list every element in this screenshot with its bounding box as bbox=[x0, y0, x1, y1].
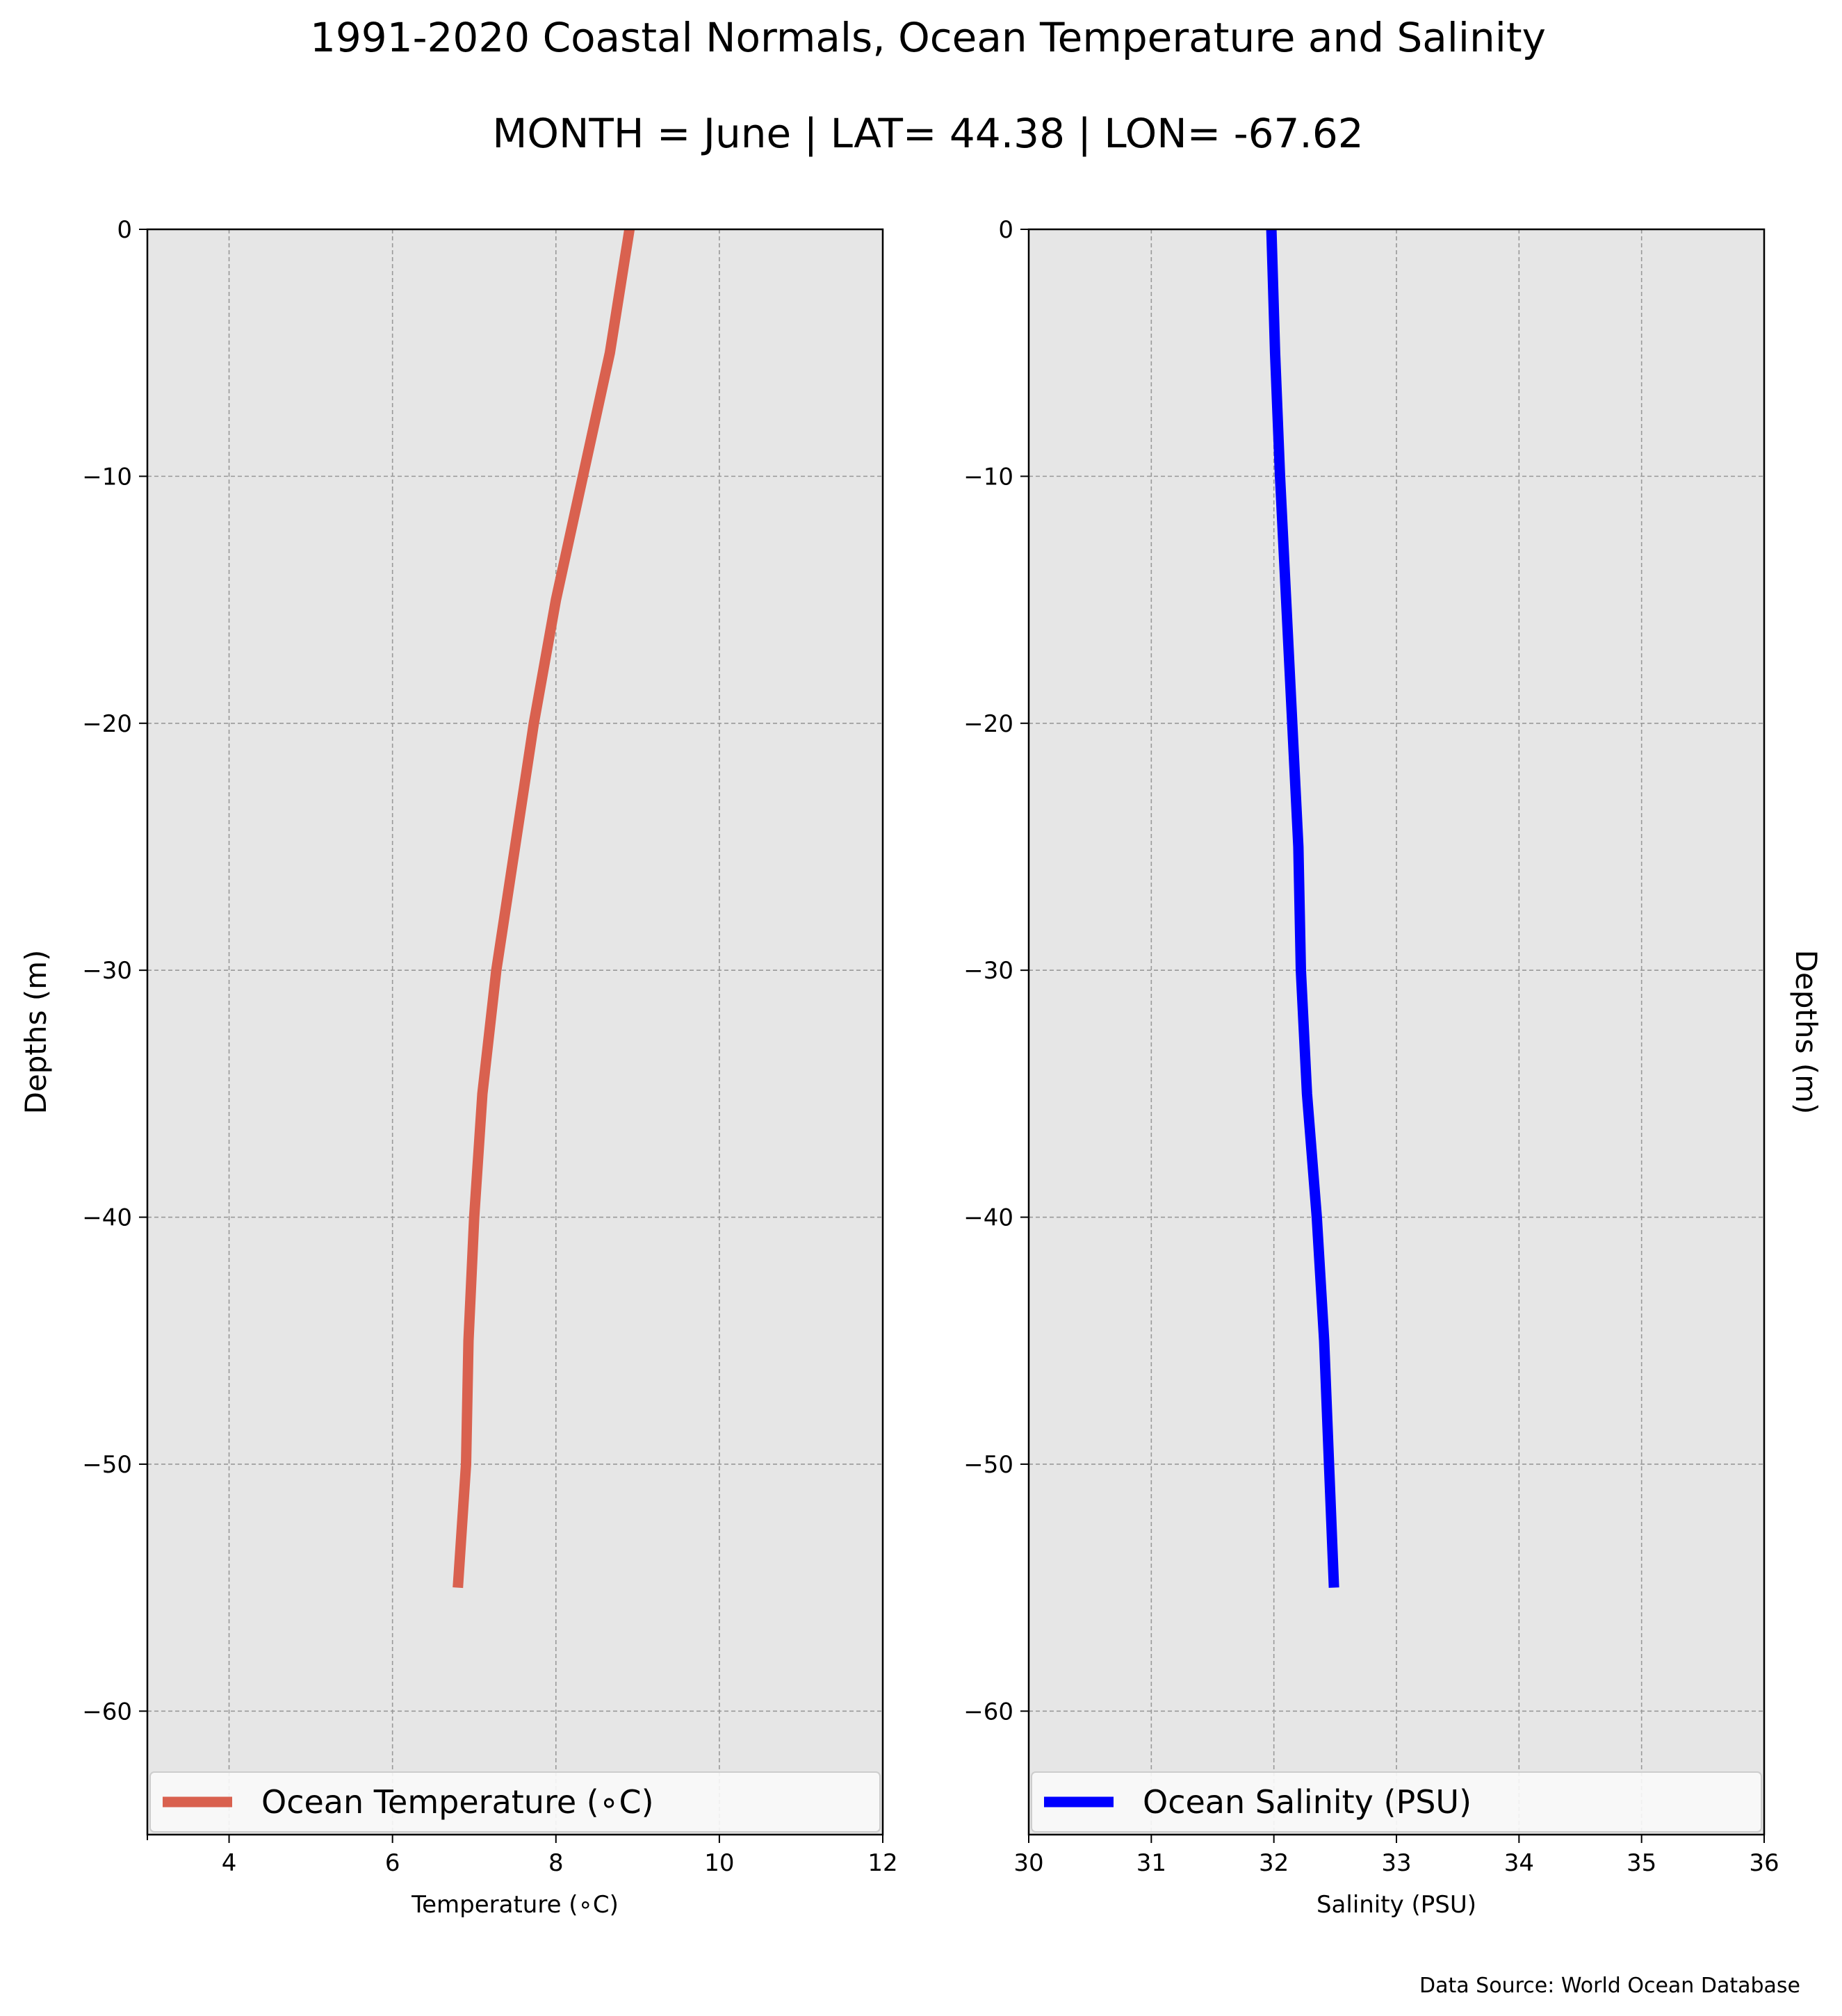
salinity-series-line bbox=[1266, 229, 1339, 1588]
salinity-x-tick-label: 34 bbox=[1504, 1849, 1534, 1877]
salinity-x-axis-label: Salinity (PSU) bbox=[1317, 1891, 1476, 1919]
temperature-x-tick-label: 4 bbox=[222, 1849, 237, 1877]
temperature-y-tick-label: 0 bbox=[117, 216, 132, 244]
temperature-legend-frame bbox=[149, 1771, 881, 1833]
salinity-y-tick-label: −60 bbox=[963, 1698, 1013, 1726]
temperature-y-tick-label: −20 bbox=[82, 710, 132, 738]
salinity-x-tick-label: 33 bbox=[1381, 1849, 1411, 1877]
temperature-panel: Ocean Temperature (∘C) 4 6 8 10 12 0 −10 −20 −30 −… bbox=[19, 216, 898, 1919]
salinity-legend: Ocean Salinity (PSU) bbox=[1031, 1771, 1762, 1833]
temperature-legend-label: Ocean Temperature (∘C) bbox=[261, 1783, 654, 1821]
salinity-y-tick-label: −20 bbox=[963, 710, 1013, 738]
temperature-axes-frame bbox=[146, 228, 884, 1836]
salinity-legend-label: Ocean Salinity (PSU) bbox=[1143, 1783, 1472, 1821]
temperature-y-tick-label: −40 bbox=[82, 1204, 132, 1232]
temperature-x-tick-label: 6 bbox=[385, 1849, 400, 1877]
temperature-x-tick-label: 10 bbox=[704, 1849, 734, 1877]
salinity-x-tick-label: 32 bbox=[1259, 1849, 1289, 1877]
salinity-x-tick-label: 35 bbox=[1627, 1849, 1656, 1877]
temperature-x-tick-label: 8 bbox=[548, 1849, 564, 1877]
temperature-legend: Ocean Temperature (∘C) bbox=[149, 1771, 881, 1833]
salinity-x-tick-label: 31 bbox=[1136, 1849, 1166, 1877]
temperature-y-axis-label: Depths (m) bbox=[19, 950, 53, 1115]
temperature-y-tick-label: −10 bbox=[82, 463, 132, 491]
salinity-y-axis-label: Depths (m) bbox=[1789, 950, 1823, 1115]
salinity-x-tick-label: 30 bbox=[1013, 1849, 1043, 1877]
salinity-y-tick-label: 0 bbox=[998, 216, 1013, 244]
temperature-y-tick-label: −30 bbox=[82, 957, 132, 985]
temperature-x-axis-label: Temperature (∘C) bbox=[411, 1891, 619, 1919]
temperature-plot-area bbox=[147, 229, 883, 1835]
temperature-y-tick-label: −50 bbox=[82, 1451, 132, 1479]
temperature-x-tick-label: 12 bbox=[867, 1849, 897, 1877]
salinity-y-tick-label: −50 bbox=[963, 1451, 1013, 1479]
data-source-note: Data Source: World Ocean Database bbox=[1419, 1974, 1800, 1998]
salinity-y-tick-label: −40 bbox=[963, 1204, 1013, 1232]
salinity-legend-frame bbox=[1031, 1771, 1762, 1833]
figure-title: 1991-2020 Coastal Normals, Ocean Tempera… bbox=[310, 14, 1546, 61]
temperature-series-line bbox=[453, 228, 635, 1589]
salinity-x-tick-label: 36 bbox=[1749, 1849, 1779, 1877]
salinity-y-tick-label: −30 bbox=[963, 957, 1013, 985]
salinity-y-tick-label: −10 bbox=[963, 463, 1013, 491]
figure-subtitle: MONTH = June | LAT= 44.38 | LON= -67.62 bbox=[492, 110, 1363, 157]
salinity-panel: Ocean Salinity (PSU) 30 31 32 33 34 35 36 0 −10 −2… bbox=[963, 216, 1823, 1919]
temperature-y-tick-label: −60 bbox=[82, 1698, 132, 1726]
